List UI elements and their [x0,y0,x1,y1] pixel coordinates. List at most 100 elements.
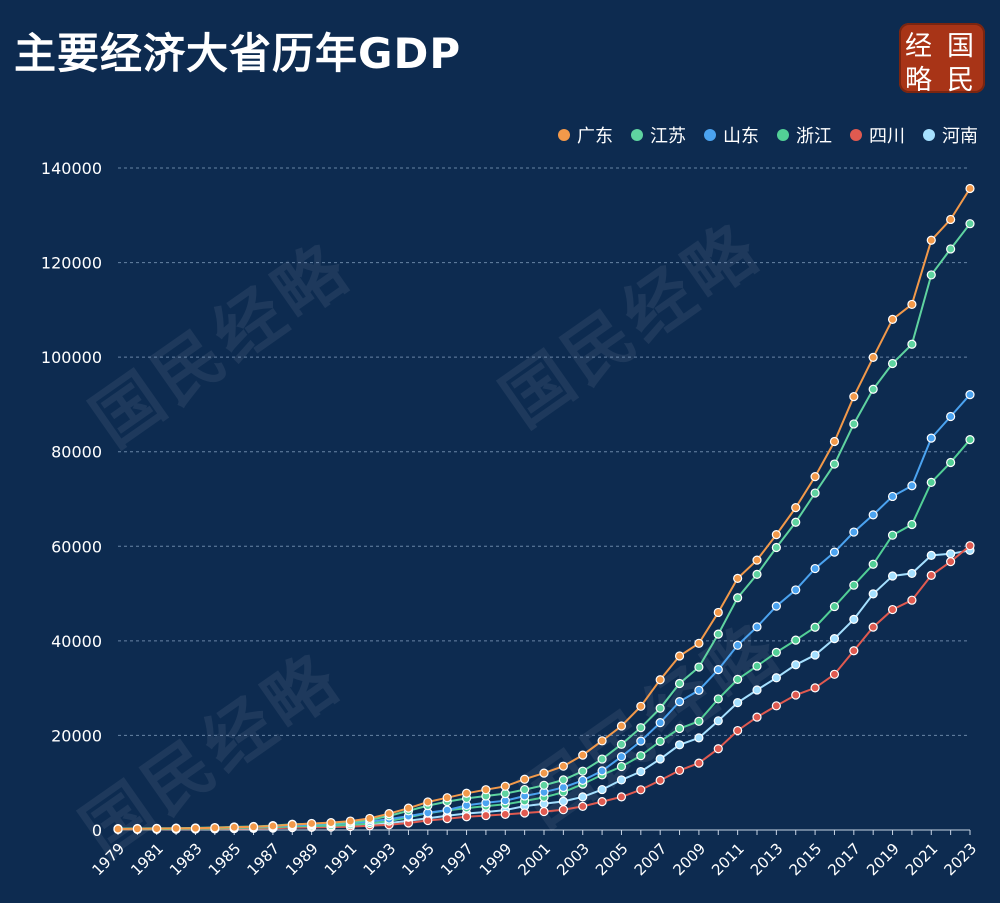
data-point [539,768,549,778]
x-tick-label: 1995 [398,840,438,880]
data-point [771,530,781,540]
data-point [907,339,917,349]
data-point [461,812,472,822]
data-point [733,573,743,583]
data-point [810,563,820,574]
data-point [733,698,743,708]
data-point [578,775,588,785]
legend-label: 广东 [577,126,613,147]
data-point [655,703,665,713]
data-point [868,352,878,362]
legend-item[interactable]: 广东 [558,122,613,148]
data-point [520,774,530,784]
x-tick-label: 2007 [631,840,671,880]
data-point [442,793,452,803]
series-line [117,223,971,830]
data-point [868,510,878,520]
data-point [520,808,530,818]
brand-logo: 经 国 略 民 [899,23,985,96]
data-point [907,481,917,491]
data-point [965,183,975,194]
x-tick-label: 1997 [437,840,477,880]
legend-marker-icon [777,129,789,141]
data-point [771,673,781,683]
data-point [849,527,859,537]
legend-item[interactable]: 江苏 [631,122,686,148]
data-point [655,718,665,728]
logo-char-2: 国 [947,31,974,62]
legend-marker-icon [923,129,935,141]
data-point [674,723,685,734]
x-tick-label: 1979 [89,840,129,880]
legend-item[interactable]: 浙江 [777,122,832,148]
data-point [674,678,685,689]
page-title: 主要经济大省历年GDP [14,29,462,78]
data-point [868,589,878,599]
data-point [558,805,568,815]
data-point [558,796,568,806]
data-point [752,569,762,579]
data-point [326,818,336,828]
data-point [500,809,510,819]
data-point [655,675,665,685]
data-point [829,547,840,557]
y-tick-label: 20000 [51,726,102,745]
x-tick-label: 1999 [476,840,516,880]
data-point [384,808,394,819]
data-point [946,244,956,254]
legend-item[interactable]: 四川 [850,122,905,148]
data-point [539,780,549,790]
x-tick-label: 1981 [127,840,167,880]
data-point [829,436,840,447]
data-point [733,674,743,684]
y-tick-label: 140000 [41,159,102,178]
data-point [829,634,840,644]
data-point [616,752,627,762]
data-point [926,570,936,580]
data-point [752,685,762,695]
x-tick-label: 2005 [592,840,632,880]
data-point [926,235,936,245]
legend-marker-icon [850,129,862,141]
data-point [248,822,259,832]
data-point [132,824,142,834]
y-tick-label: 60000 [51,537,102,556]
x-tick-label: 2023 [941,840,981,880]
chart-legend: 广东 江苏 山东 浙江 四川 河南 [558,122,978,148]
data-point [578,750,588,760]
data-point [423,797,433,807]
legend-item[interactable]: 河南 [923,122,978,148]
data-point [694,716,704,726]
data-point [713,744,723,754]
data-point [887,530,898,540]
data-point [868,559,878,569]
x-tick-label: 1985 [205,840,245,880]
y-tick-label: 120000 [41,254,102,273]
data-point [887,571,898,581]
data-point [713,716,723,726]
data-point [907,568,917,579]
data-point [733,640,743,650]
data-point [946,457,956,468]
data-point [733,725,743,736]
data-point [636,701,646,711]
data-point [674,740,685,750]
data-point [771,601,781,611]
data-point [229,822,239,832]
data-point [791,517,801,527]
x-tick-label: 2009 [669,840,709,880]
data-point [674,651,685,661]
data-point [946,214,956,225]
data-point [771,701,781,711]
x-tick-label: 2019 [863,840,903,880]
data-point [752,555,762,565]
data-point [655,736,665,746]
data-point [868,622,878,632]
legend-label: 河南 [942,126,978,147]
legend-item[interactable]: 山东 [704,122,759,148]
data-point [403,803,414,813]
data-point [636,751,646,761]
data-point [887,314,898,324]
data-point [849,580,859,590]
x-tick-label: 1987 [243,840,283,880]
